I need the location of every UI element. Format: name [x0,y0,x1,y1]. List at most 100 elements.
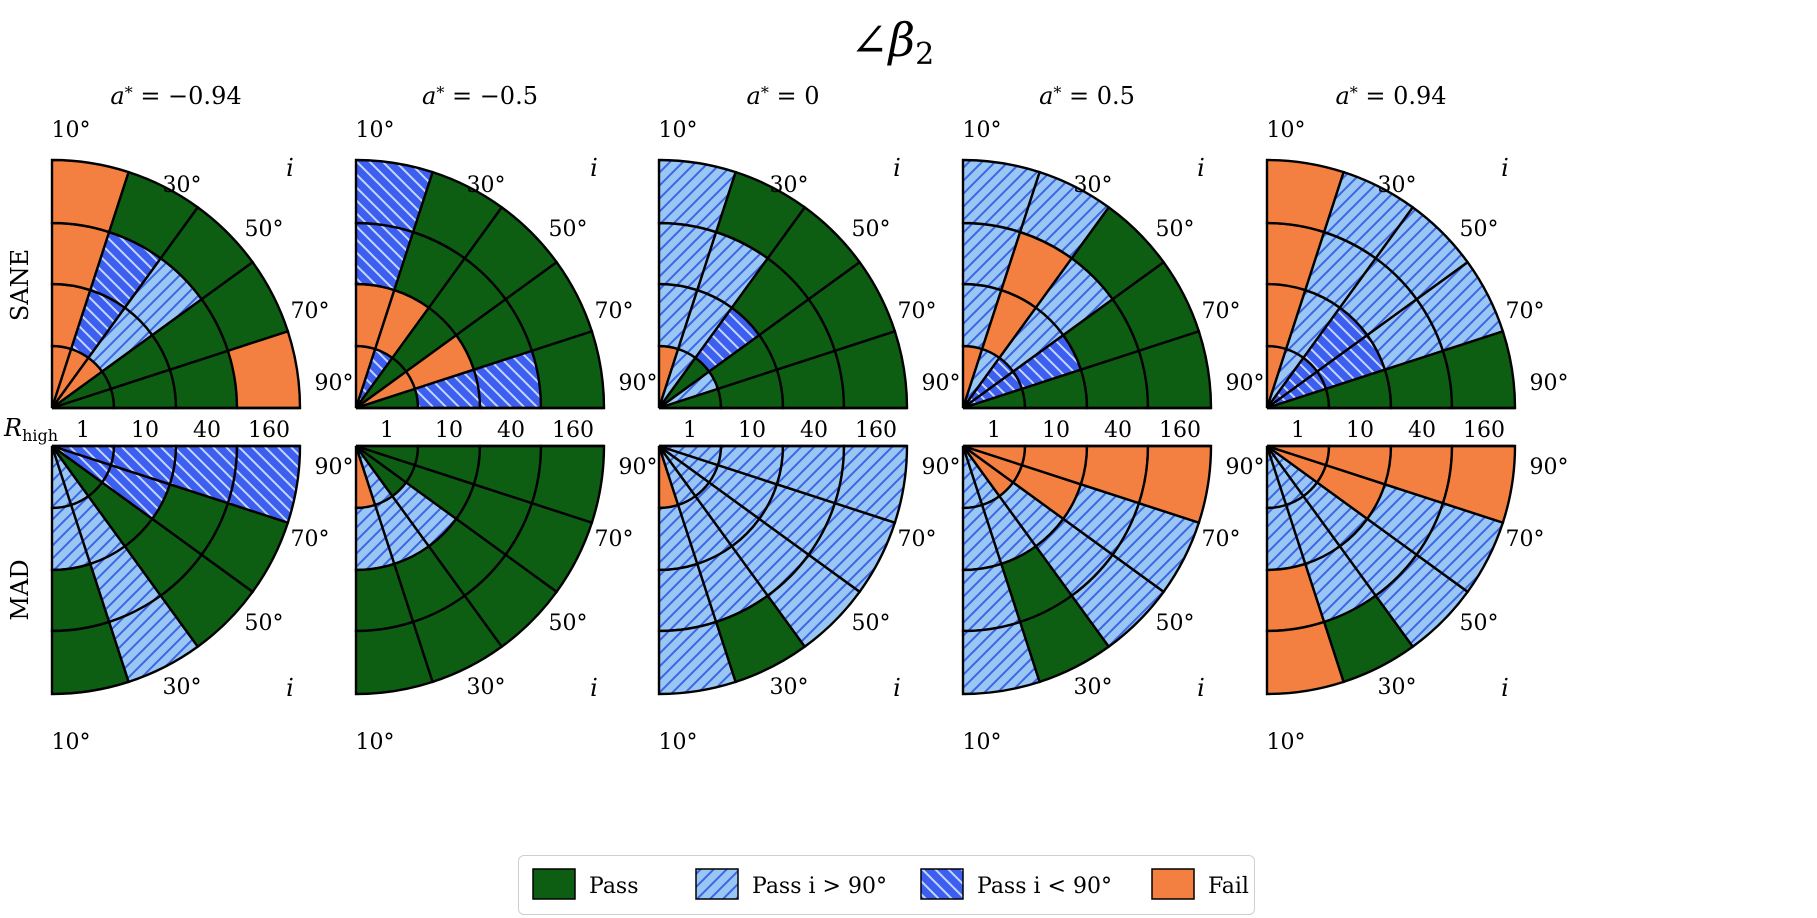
panel-mad-0 [50,444,302,696]
rhigh-axis-label: Rhigh [3,414,58,445]
mad-incl-tick: 90° [619,455,658,480]
legend: Pass Pass i > 90° Pass i < 90° Fail [518,855,1255,915]
rhigh-tick: 1 [380,418,394,443]
mad-incl-tick: 30° [770,675,809,700]
sane-incl-axis-label: i [286,154,294,182]
panel-sane-0 [50,158,302,410]
sane-incl-tick: 10° [659,118,698,143]
mad-incl-tick: 50° [1460,611,1499,636]
figure-title: ∠β2 [850,13,934,72]
legend-label: Fail [1208,874,1249,899]
mad-incl-tick: 70° [1202,527,1241,552]
sane-incl-tick: 90° [315,371,354,396]
sane-incl-tick: 70° [898,299,937,324]
row-label-mad: MAD [6,559,34,620]
legend-swatch [920,868,964,900]
legend-item-pass_lt: Pass i < 90° [920,868,1112,900]
mad-incl-tick: 10° [1267,730,1306,755]
spin-header: a* = 0.94 [1335,82,1446,110]
sane-incl-tick: 70° [1202,299,1241,324]
rhigh-tick: 160 [1463,418,1505,443]
mad-incl-tick: 70° [595,527,634,552]
sane-incl-tick: 90° [619,371,658,396]
sane-incl-tick: 50° [1156,217,1195,242]
spin-header: a* = 0.5 [1039,82,1135,110]
mad-incl-tick: 30° [1378,675,1417,700]
rhigh-tick: 1 [987,418,1001,443]
sane-incl-tick: 30° [770,173,809,198]
sane-incl-tick: 10° [52,118,91,143]
spin-header: a* = −0.94 [110,82,241,110]
sane-incl-axis-label: i [1501,154,1509,182]
mad-incl-tick: 30° [467,675,506,700]
mad-incl-tick: 50° [1156,611,1195,636]
mad-incl-axis-label: i [590,674,598,702]
sane-incl-tick: 30° [163,173,202,198]
panel-sane-3 [961,158,1213,410]
spin-header: a* = −0.5 [422,82,538,110]
sane-incl-tick: 90° [1226,371,1265,396]
panel-mad-2 [657,444,909,696]
mad-incl-tick: 30° [163,675,202,700]
legend-swatch [1151,868,1195,900]
sane-incl-tick: 10° [963,118,1002,143]
mad-incl-tick: 90° [315,455,354,480]
mad-incl-tick: 30° [1074,675,1113,700]
legend-swatch [532,868,576,900]
mad-incl-tick: 50° [852,611,891,636]
mad-incl-axis-label: i [1501,674,1509,702]
mad-incl-tick: 90° [1530,455,1569,480]
sane-incl-tick: 50° [549,217,588,242]
rhigh-tick: 1 [683,418,697,443]
legend-label: Pass i > 90° [752,874,887,899]
rhigh-tick: 160 [1159,418,1201,443]
sane-incl-tick: 30° [1074,173,1113,198]
rhigh-tick: 10 [131,418,159,443]
legend-swatches: Pass Pass i > 90° Pass i < 90° Fail [532,868,1249,900]
rhigh-tick: 40 [800,418,828,443]
rhigh-tick: 1 [1291,418,1305,443]
sane-incl-tick: 50° [245,217,284,242]
rhigh-tick: 40 [1104,418,1132,443]
mad-incl-tick: 90° [922,455,961,480]
sane-incl-tick: 10° [356,118,395,143]
sane-incl-tick: 30° [467,173,506,198]
panel-sane-2 [657,158,909,410]
rhigh-tick: 160 [855,418,897,443]
sane-incl-tick: 70° [1506,299,1545,324]
rhigh-tick: 1 [76,418,90,443]
sane-incl-tick: 90° [1530,371,1569,396]
spin-header: a* = 0 [747,82,820,110]
mad-incl-axis-label: i [286,674,294,702]
row-label-sane: SANE [6,249,34,321]
panel-mad-1 [354,444,606,696]
rhigh-tick: 40 [193,418,221,443]
panel-sane-1 [354,158,606,410]
rhigh-tick: 40 [1408,418,1436,443]
legend-item-pass_gt: Pass i > 90° [695,868,887,900]
mad-incl-axis-label: i [893,674,901,702]
rhigh-tick: 10 [1042,418,1070,443]
sane-incl-axis-label: i [893,154,901,182]
sane-incl-tick: 50° [1460,217,1499,242]
mad-incl-tick: 50° [549,611,588,636]
legend-label: Pass [589,874,639,899]
mad-incl-tick: 10° [356,730,395,755]
sane-incl-tick: 90° [922,371,961,396]
legend-swatch [695,868,739,900]
panel-mad-3 [961,444,1213,696]
sane-incl-tick: 70° [595,299,634,324]
mad-incl-tick: 70° [898,527,937,552]
rhigh-tick: 160 [248,418,290,443]
mad-incl-tick: 90° [1226,455,1265,480]
mad-incl-tick: 10° [963,730,1002,755]
sane-incl-tick: 70° [291,299,330,324]
panel-sane-4 [1265,158,1517,410]
rhigh-tick: 160 [552,418,594,443]
sane-incl-tick: 30° [1378,173,1417,198]
sane-incl-tick: 50° [852,217,891,242]
mad-incl-tick: 50° [245,611,284,636]
sane-incl-axis-label: i [1197,154,1205,182]
panel-mad-4 [1265,444,1517,696]
rhigh-tick: 10 [1346,418,1374,443]
